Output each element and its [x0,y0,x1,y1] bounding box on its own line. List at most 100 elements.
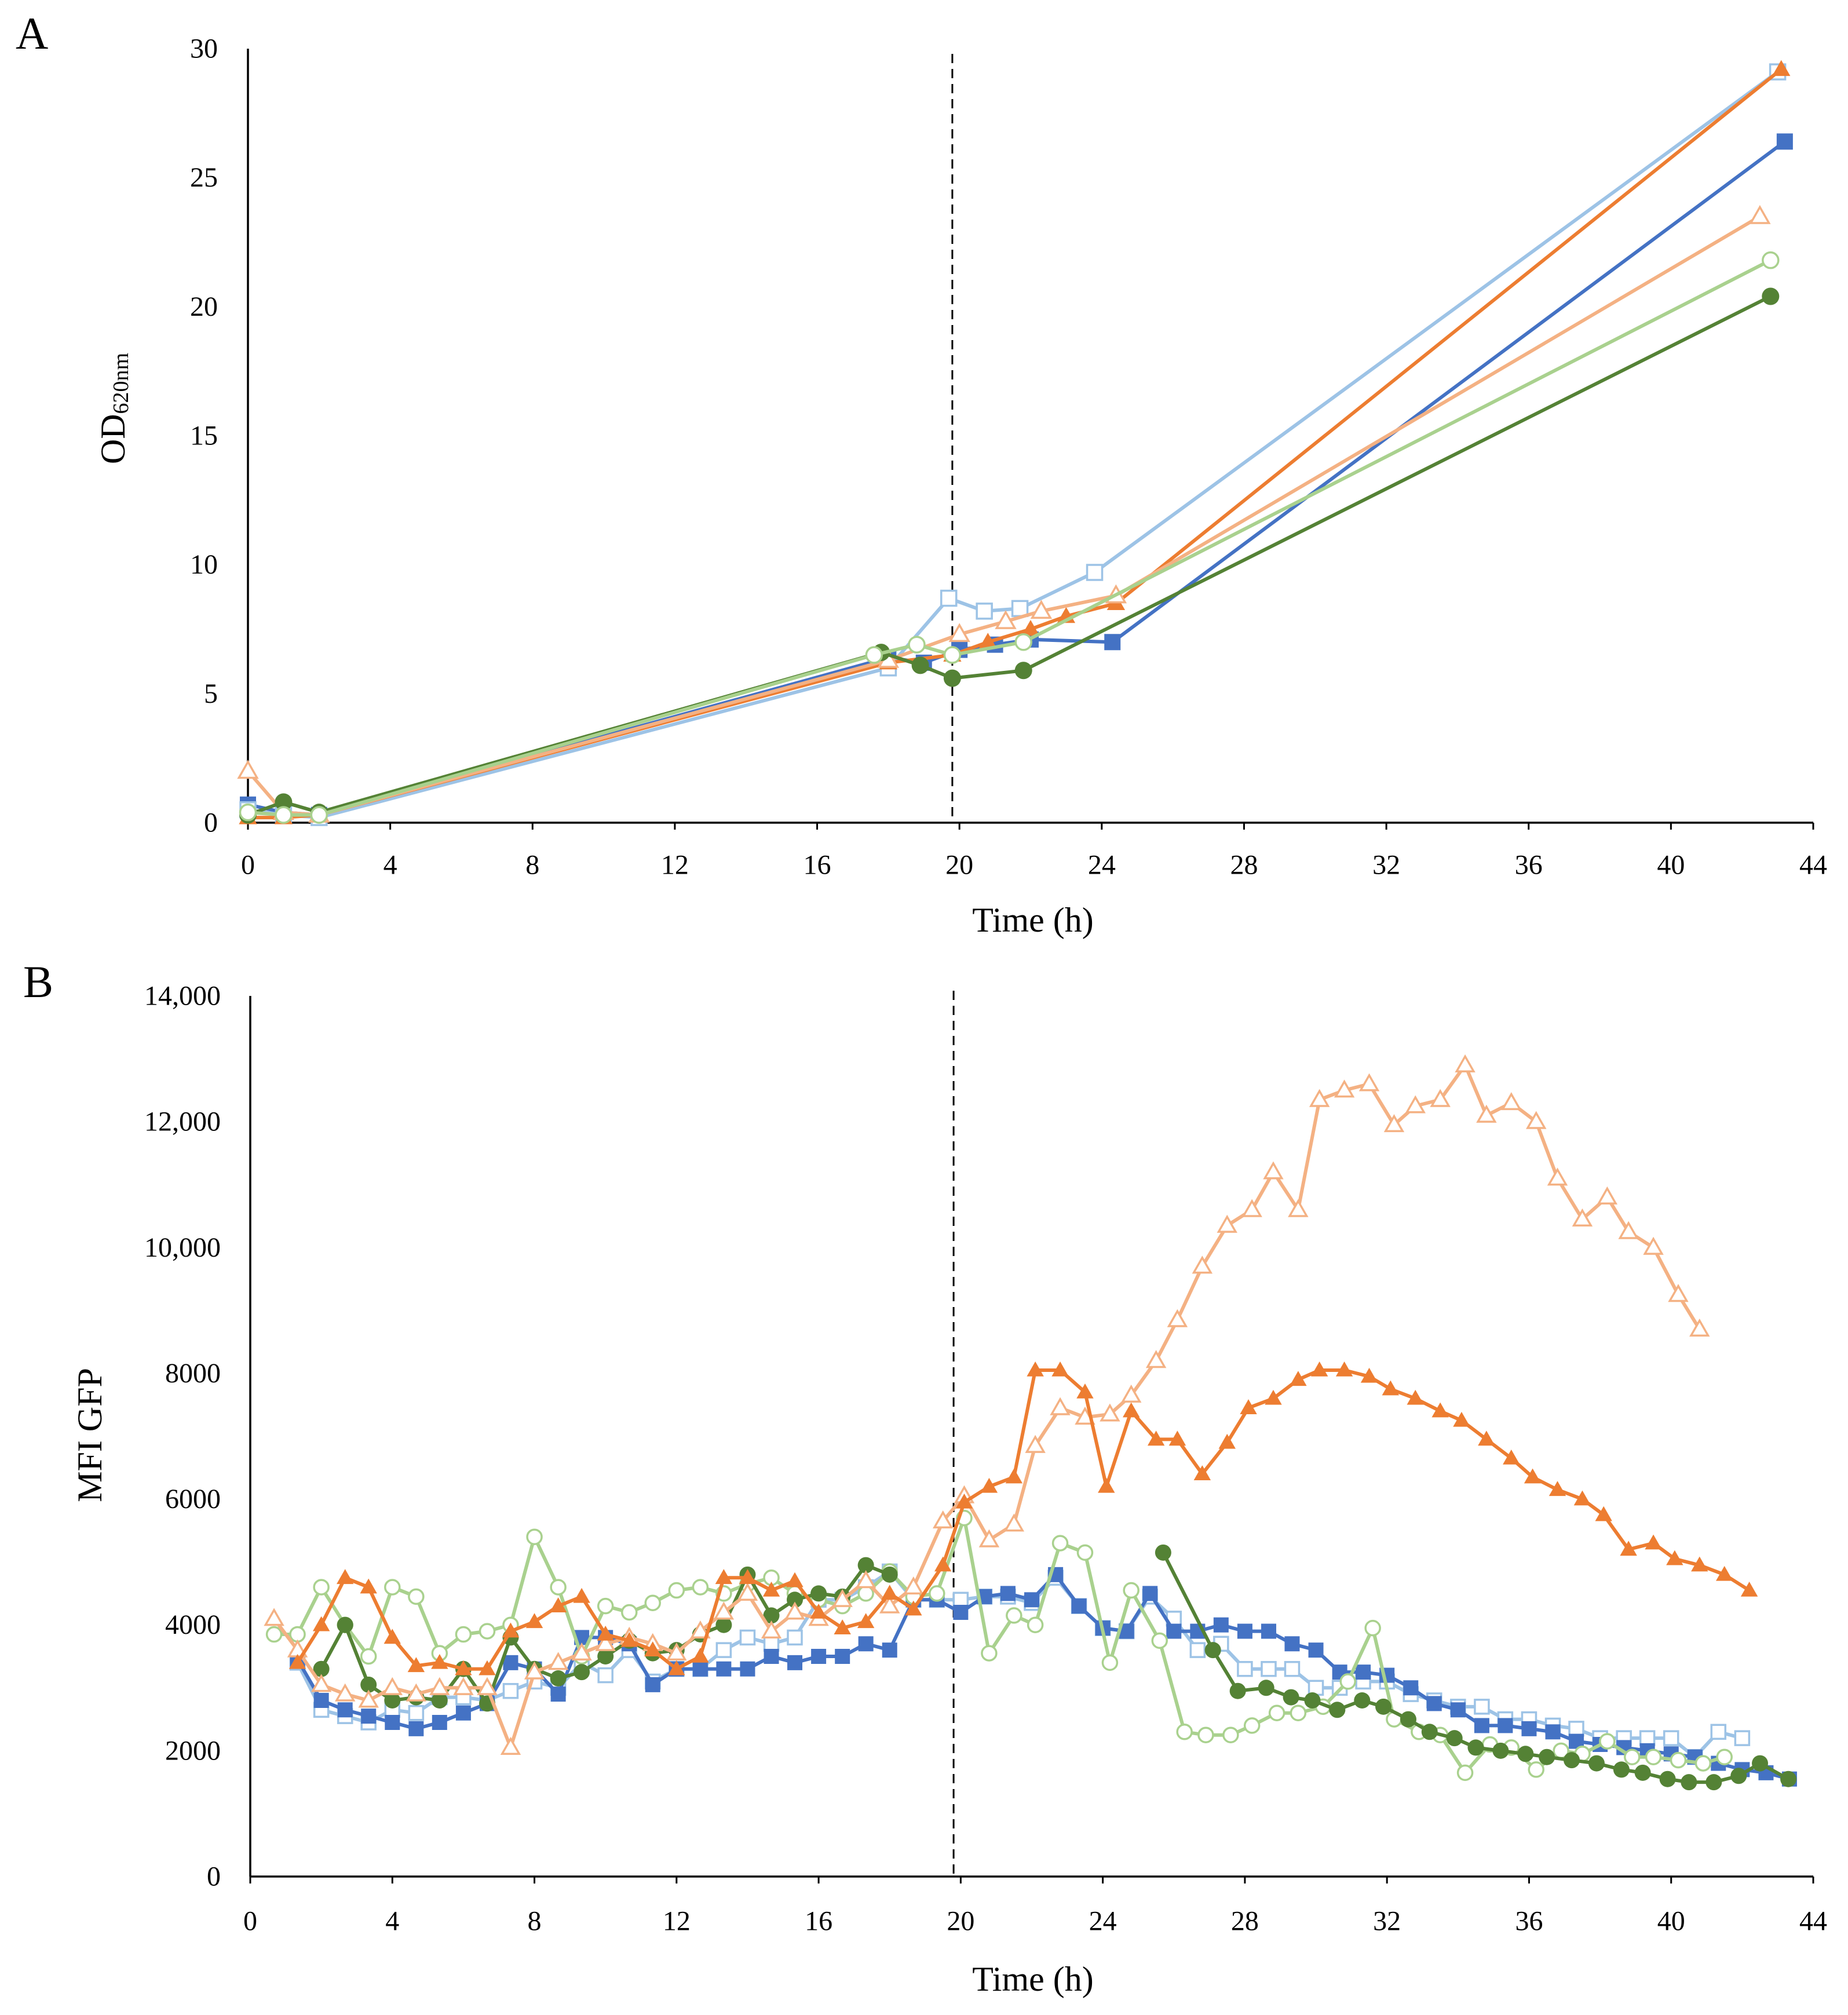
panel-b-series-4-point [1329,1702,1346,1718]
panel-b-series-6-point [549,1597,567,1612]
panel-b-series-3-point [1456,1764,1474,1782]
panel-b-series-5-point [690,1620,711,1639]
panel-a-series-2-point [940,589,958,607]
panel-b-series-2-point [1308,1642,1324,1658]
panel-b-series-3-point [408,1588,425,1605]
panel-b-series-4-point [550,1670,567,1687]
panel-b-series-6-point [739,1569,757,1585]
panel-b-series-5-point [571,1642,592,1661]
panel-b-series-1-point [597,1667,613,1684]
panel-a-series-6-point [865,646,883,664]
panel-b-series-4-point [384,1692,401,1709]
panel-b-series-2-point [1166,1623,1182,1639]
panel-a-x-tick-label: 32 [1372,850,1400,881]
panel-b-series-5-point [335,1683,356,1702]
panel-b-series-2-point [882,1642,897,1658]
panel-b-series-2-point [716,1661,732,1677]
panel-b-series-2-point [1474,1718,1489,1733]
panel-b-series-4-point [597,1648,614,1664]
panel-b-series-3-point [644,1594,661,1611]
panel-b-series-1-point [1734,1730,1751,1746]
panel-b-series-5-point [1526,1111,1547,1129]
panel-b-series-6-point [597,1626,614,1641]
panel-a-series-2-point [976,603,993,620]
panel-b-series-4-point [1492,1742,1509,1759]
panel-a-x-tick-label: 4 [384,850,397,881]
panel-b-series-1-point [1568,1721,1584,1737]
panel-b-x-tick-label: 20 [947,1906,974,1937]
panel-b-series-5-point [1668,1284,1689,1302]
panel-b-series-5-point [1288,1199,1309,1217]
panel-b-series-5-point [1263,1161,1284,1180]
panel-b-series-5-point [1643,1236,1664,1255]
panel-b-series-3-point [1339,1673,1356,1690]
panel-a-series-5-point [943,669,961,687]
panel-b-series-5-point [1547,1167,1568,1186]
panel-b-series-6-point [1360,1367,1378,1383]
panel-b-series-6-point [1503,1450,1520,1465]
panel-b-series-3-point [479,1623,496,1640]
panel-b-series-1-point [1710,1724,1727,1740]
panel-b-series-3-point [265,1626,283,1643]
panel-b-y-tick-label: 2000 [165,1735,221,1766]
panel-b-series-4-point [1752,1755,1769,1772]
panel-b-series-2-point [645,1677,660,1692]
panel-b-series-6-point [762,1582,780,1597]
panel-b-series-1-point [1308,1680,1324,1696]
panel-b-y-tick-label: 4000 [165,1609,221,1640]
panel-b-series-5-point [932,1510,954,1529]
panel-a-series-2-point [1011,600,1029,618]
panel-a-y-axis-title-subscript: 620nm [109,353,133,414]
panel-b-series-1-point [739,1629,756,1646]
panel-b-series-4-point [787,1591,804,1608]
panel-b-series-3-point [1364,1619,1381,1637]
panel-b-series-6-point [1027,1361,1044,1377]
panel-b-series-2-point [432,1715,447,1730]
panel-b-series-6-point [1431,1402,1449,1418]
panel-b-series-4-point [810,1585,827,1602]
panel-b-series-5-point [1597,1186,1618,1204]
panel-b-series-6-point [502,1622,520,1638]
panel-b-series-6-point [834,1619,851,1634]
panel-a-series-6-point [1014,633,1032,651]
panel-a-letter: A [16,8,48,59]
panel-b-series-2-line [295,1572,1791,1781]
panel-a-series-6-point [908,636,926,654]
panel-b-series-6-point [1595,1506,1612,1521]
panel-b-series-6-line [295,1368,1751,1671]
panel-b-series-6-point [668,1660,685,1675]
panel-b-series-5-point [1167,1309,1188,1327]
panel-b-series-2-point [1000,1586,1016,1601]
panel-b-series-5-point [713,1601,735,1620]
panel-b-y-tick-label: 8000 [165,1358,221,1389]
panel-b-series-2-point [1237,1623,1252,1639]
panel-b-series-3-point [1197,1726,1214,1743]
panel-b-series-3-point [621,1604,638,1621]
panel-a-series-3-point [1772,60,1791,76]
panel-b-series-5-point [1476,1104,1497,1123]
panel-b-series-4-point [1155,1544,1171,1561]
panel-b-series-5-point [429,1677,450,1695]
panel-a-y-axis-title: OD620nm [94,353,133,464]
panel-b-x-tick-label: 8 [528,1906,542,1937]
panel-b-series-4-point [1421,1724,1438,1740]
panel-b-series-3-point [692,1579,709,1596]
panel-b-series-4-point [360,1676,377,1693]
panel-b-series-4-point [1258,1680,1274,1696]
panel-a-series-1-point [1104,634,1121,651]
panel-b-series-4-point [1588,1755,1605,1772]
panel-a-series-6-point [275,806,293,824]
panel-b-series-5-point [1100,1403,1120,1422]
panel-a-y-tick-label: 10 [190,549,218,580]
panel-b-series-6-point [1453,1411,1470,1427]
panel-b-series-6-point [1168,1430,1186,1446]
panel-b-series-2-point [1284,1636,1300,1652]
panel-a-series-6-point [239,803,257,822]
panel-b-series-6-point [644,1641,662,1656]
panel-b-series-3-point [1670,1751,1687,1769]
panel-b-x-tick-label: 36 [1515,1906,1543,1937]
panel-b-series-3-point [313,1579,330,1596]
panel-a-x-tick-label: 44 [1799,850,1827,881]
panel-b-y-axis-title-text: MFI GFP [71,1368,109,1502]
panel-b-series-1-point [1474,1699,1490,1715]
